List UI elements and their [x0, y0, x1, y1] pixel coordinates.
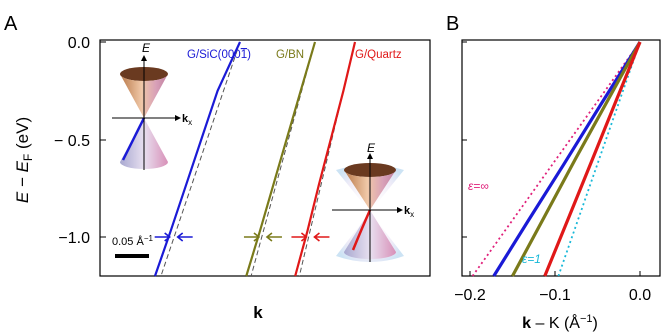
guide-line-1 — [557, 41, 641, 277]
y-axis-label: E − EF (eV) — [13, 117, 35, 203]
cone2-band — [351, 209, 372, 251]
x-axis-label-b: k – K (Å−1) — [522, 313, 598, 332]
panel-a-frame — [99, 39, 431, 277]
panel-a-label: A — [4, 13, 18, 35]
scale-bar: 0.05 Å−1 — [112, 234, 153, 258]
cone1-e-label: E — [142, 41, 151, 55]
legend-quartz: G/Quartz — [355, 49, 402, 61]
b-xtick-label-1: −0.1 — [539, 287, 571, 304]
arrow-right-red — [313, 232, 330, 242]
scale-bar-line — [115, 254, 149, 258]
linear-guide-blue — [160, 41, 241, 277]
ytick-label-1: − 0.5 — [54, 133, 90, 150]
dirac-cone-inset-1: E kx — [112, 41, 192, 170]
arrow-left-blue — [154, 232, 171, 242]
panel-b-frame — [461, 39, 661, 277]
dirac-cone-inset-2: E kx — [332, 141, 414, 262]
panel-b-yticks — [462, 41, 467, 238]
panel-a: A 0.0 − 0.5 −1.0 E − EF (eV) k E kx — [4, 13, 431, 322]
cone1-band — [121, 117, 146, 161]
panel-a-width-arrows — [154, 232, 330, 242]
cone1-k-label: kx — [182, 113, 192, 127]
panel-a-yaxis: 0.0 − 0.5 −1.0 E − EF (eV) — [13, 35, 106, 247]
panel-b-series — [492, 41, 642, 277]
guide-label-inf: ε=∞ — [468, 179, 489, 193]
panel-b-label: B — [446, 13, 459, 35]
b-xtick-label-2: 0.0 — [629, 287, 651, 304]
b-series-line-olive — [511, 41, 642, 277]
cone2-e-label: E — [367, 141, 376, 155]
ytick-label-2: −1.0 — [58, 230, 90, 247]
arrow-left-red — [291, 232, 308, 242]
series-line-blue — [153, 41, 241, 277]
guide-line-0 — [471, 41, 641, 277]
x-axis-label-a: k — [253, 303, 263, 322]
b-series-line-red — [543, 41, 642, 277]
legend-sic: G/SiC(0001) — [187, 49, 251, 61]
panel-b: B −0.2 −0.1 0.0 k – K (Å−1) ε=∞ ε=1 — [446, 13, 661, 332]
b-xtick-label-0: −0.2 — [454, 287, 486, 304]
ytick-label-0: 0.0 — [68, 35, 90, 52]
guide-label-one: ε=1 — [522, 252, 541, 266]
arrow-left-olive — [243, 232, 261, 242]
panel-b-xticks: −0.2 −0.1 0.0 — [454, 271, 651, 304]
arrow-right-olive — [265, 232, 282, 242]
scale-bar-label: 0.05 Å−1 — [112, 234, 153, 248]
b-series-line-blue — [492, 41, 642, 277]
arrow-right-blue — [176, 232, 193, 242]
panel-b-guides — [471, 41, 641, 277]
cone2-k-label: kx — [404, 205, 414, 219]
legend-bn: G/BN — [276, 49, 304, 61]
